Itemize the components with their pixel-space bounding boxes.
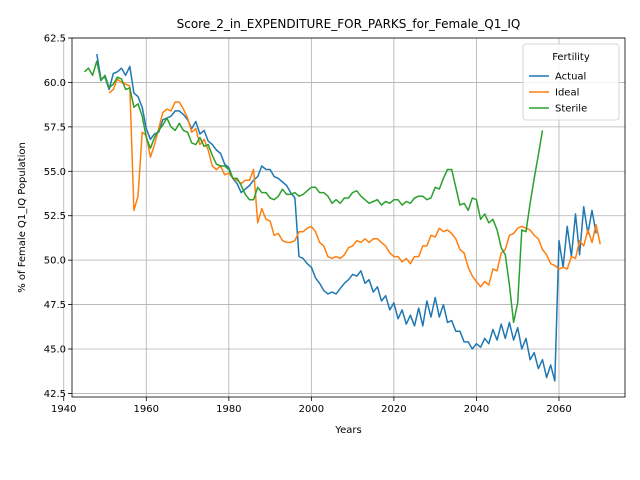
x-tick-label: 2020 (381, 404, 406, 415)
series-line-actual (96, 53, 597, 382)
y-tick-label: 47.5 (44, 300, 66, 311)
series-lines (83, 53, 601, 382)
x-tick-label: 2040 (464, 404, 489, 415)
y-tick-label: 57.5 (44, 122, 66, 133)
y-tick-label: 50.0 (44, 256, 66, 267)
y-tick-label: 62.5 (44, 34, 66, 45)
legend-box (522, 43, 620, 121)
legend-items: Actual Ideal Sterile (529, 72, 587, 115)
x-axis-ticks: 1940 1960 1980 2000 2020 2040 2060 (51, 397, 572, 415)
legend-label-actual: Actual (555, 72, 586, 83)
legend-label-sterile: Sterile (555, 104, 587, 115)
plot-frame (71, 37, 626, 398)
legend: Fertility Actual Ideal Sterile (522, 43, 620, 121)
grid-lines (63, 37, 625, 397)
y-axis-label: % of Female Q1_IQ Population (17, 142, 28, 293)
x-tick-label: 1940 (51, 404, 76, 415)
x-tick-label: 1960 (134, 404, 159, 415)
chart-title: Score_2_in_EXPENDITURE_FOR_PARKS_for_Fem… (177, 17, 521, 31)
y-tick-label: 60.0 (44, 78, 66, 89)
y-axis-ticks: 42.5 45.0 47.5 50.0 52.5 55.0 57.5 60.0 62.5 (44, 34, 72, 400)
series-line-sterile (83, 60, 544, 324)
legend-label-ideal: Ideal (555, 88, 579, 99)
series-line-ideal (108, 78, 601, 288)
y-tick-label: 52.5 (44, 211, 66, 222)
x-tick-label: 2060 (546, 404, 571, 415)
x-axis-label: Years (334, 425, 361, 436)
y-tick-label: 42.5 (44, 389, 66, 400)
x-tick-label: 2000 (299, 404, 324, 415)
y-tick-label: 45.0 (44, 345, 66, 356)
x-tick-label: 1980 (216, 404, 241, 415)
legend-title: Fertility (552, 52, 590, 63)
y-tick-label: 55.0 (44, 167, 66, 178)
